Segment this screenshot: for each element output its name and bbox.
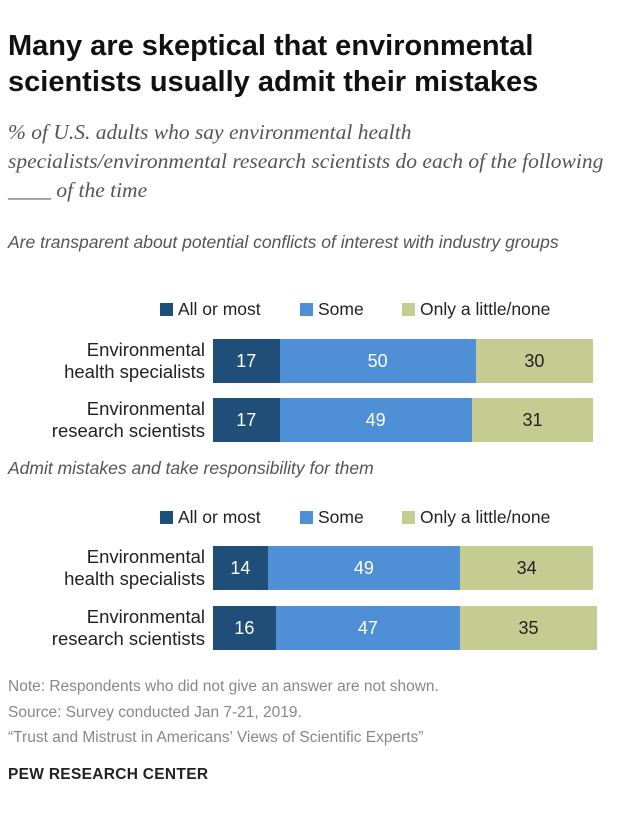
- chart-title: Many are skeptical that environmental sc…: [8, 28, 628, 100]
- bar-segment-some: [275, 606, 460, 650]
- row-label-line-2: research scientists: [51, 628, 205, 649]
- bar-segment-only-a-little-none: [475, 339, 594, 383]
- bar-segment-all-or-most: [213, 606, 276, 650]
- row-label-line-2: health specialists: [64, 568, 205, 589]
- row-label-line-1: Environmental: [86, 339, 205, 360]
- bar-value-label: 14: [230, 558, 251, 578]
- legend-swatch: [300, 511, 313, 524]
- title-line-2: scientists usually admit their mistakes: [8, 66, 539, 98]
- brand-logo-text: PEW RESEARCH CENTER: [8, 766, 209, 783]
- row-label: Environmental health specialists: [0, 546, 205, 590]
- bar-value-label: 16: [234, 618, 255, 638]
- bar-value-label: 17: [236, 351, 257, 371]
- bar-value-label: 47: [357, 618, 378, 638]
- legend-label: All or most: [178, 507, 261, 527]
- legend-item-all-or-most: All or most: [160, 299, 261, 319]
- row-label-line-2: research scientists: [51, 420, 205, 441]
- legend-label: All or most: [178, 299, 261, 319]
- bar-value-label: 34: [516, 558, 537, 578]
- legend-label: Only a little/none: [420, 507, 551, 527]
- bar-segment-all-or-most: [213, 398, 280, 442]
- panel-title: Admit mistakes and take responsibility f…: [8, 458, 374, 478]
- bar-value-label: 49: [365, 410, 386, 430]
- note-text: Note: Respondents who did not give an an…: [8, 678, 439, 695]
- row-label-line-2: health specialists: [64, 361, 205, 382]
- legend-swatch: [160, 303, 173, 316]
- bar-value-label: 49: [353, 558, 374, 578]
- bar-value-label: 17: [236, 410, 257, 430]
- row-label: Environmental research scientists: [0, 606, 205, 650]
- legend-swatch: [402, 303, 415, 316]
- bar-segment-only-a-little-none: [459, 606, 598, 650]
- legend-item-some: Some: [300, 507, 364, 527]
- bar-value-label: 30: [524, 351, 545, 371]
- bar-segment-some: [267, 546, 460, 590]
- legend-label: Some: [318, 299, 364, 319]
- chart-subtitle: % of U.S. adults who say environmental h…: [8, 120, 604, 202]
- report-title: “Trust and Mistrust in Americans’ Views …: [8, 729, 424, 746]
- bar-segment-only-a-little-none: [459, 546, 594, 590]
- title-line-1: Many are skeptical that environmental: [8, 30, 534, 62]
- legend-swatch: [300, 303, 313, 316]
- panel-title: Are transparent about potential conflict…: [8, 232, 559, 252]
- row-label: Environmental research scientists: [0, 398, 205, 442]
- bar-segment-all-or-most: [213, 546, 268, 590]
- legend-swatch: [160, 511, 173, 524]
- bar-value-label: 31: [522, 410, 543, 430]
- row-label-line-1: Environmental: [86, 606, 205, 627]
- row-label: Environmental health specialists: [0, 339, 205, 383]
- bar-value-label: 35: [518, 618, 539, 638]
- legend-item-some: Some: [300, 299, 364, 319]
- legend-label: Some: [318, 507, 364, 527]
- row-label-line-1: Environmental: [86, 546, 205, 567]
- source-text: Source: Survey conducted Jan 7-21, 2019.: [8, 704, 302, 721]
- legend-swatch: [402, 511, 415, 524]
- legend-item-only-a-little-none: Only a little/none: [402, 507, 550, 527]
- bar-value-label: 50: [367, 351, 388, 371]
- bar-segment-only-a-little-none: [471, 398, 594, 442]
- bar-segment-some: [279, 398, 472, 442]
- legend-label: Only a little/none: [420, 299, 551, 319]
- bar-segment-some: [279, 339, 476, 383]
- legend-item-all-or-most: All or most: [160, 507, 261, 527]
- row-label-line-1: Environmental: [86, 398, 205, 419]
- bar-segment-all-or-most: [213, 339, 280, 383]
- legend-item-only-a-little-none: Only a little/none: [402, 299, 550, 319]
